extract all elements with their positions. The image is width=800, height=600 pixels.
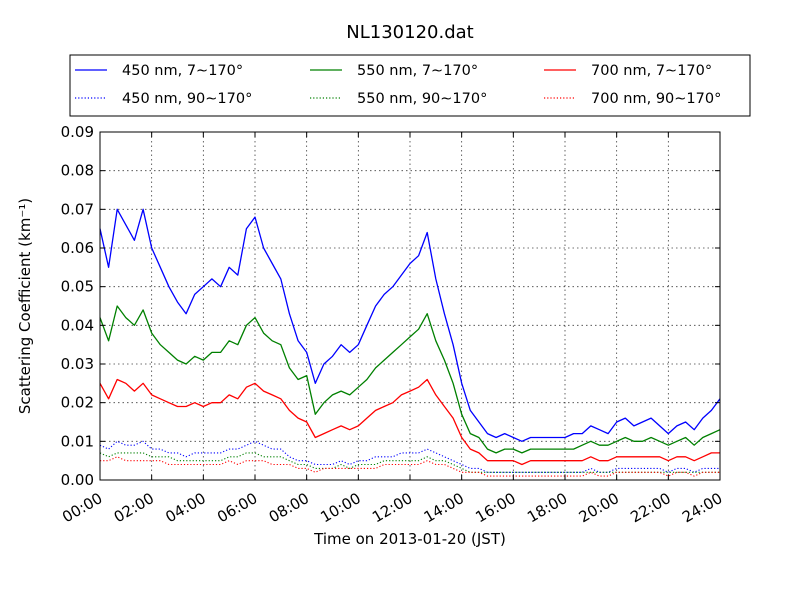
series-line-4: [99, 452, 720, 473]
legend-label: 450 nm, 7∼170°: [122, 63, 243, 79]
legend: 450 nm, 7∼170° 550 nm, 7∼170° 700 nm, 7∼17…: [69, 54, 751, 117]
series-line-2: [99, 378, 720, 466]
y-tick-label: 0.08: [61, 162, 94, 180]
series-line-3: [99, 440, 720, 473]
legend-label: 700 nm, 90∼170°: [591, 91, 721, 107]
legend-label: 700 nm, 7∼170°: [591, 63, 712, 79]
legend-box: [69, 54, 751, 117]
series-line-0: [99, 208, 721, 442]
y-tick-label: 0.03: [61, 355, 94, 373]
legend-label: 450 nm, 90∼170°: [122, 91, 252, 107]
y-tick-label: 0.05: [61, 278, 94, 296]
legend-label: 550 nm, 7∼170°: [357, 63, 478, 79]
plot-frame: [99, 131, 721, 481]
series-line-5: [100, 456, 720, 477]
series-layer: [99, 208, 721, 477]
chart-title: NL130120.dat: [346, 22, 473, 43]
y-tick-label: 0.06: [61, 239, 94, 257]
y-tick-label: 0.02: [61, 394, 94, 412]
y-tick-label: 0.00: [61, 471, 94, 489]
legend-label: 550 nm, 90∼170°: [357, 91, 487, 107]
x-axis-label: Time on 2013-01-20 (JST): [313, 530, 506, 548]
y-tick-label: 0.09: [61, 123, 94, 141]
y-axis-label: Scattering Coefficient (km⁻¹): [16, 198, 34, 414]
y-tick-label: 0.07: [61, 200, 94, 218]
series-line-1: [99, 305, 721, 454]
y-tick-label: 0.01: [61, 432, 94, 450]
y-tick-label: 0.04: [61, 316, 94, 334]
